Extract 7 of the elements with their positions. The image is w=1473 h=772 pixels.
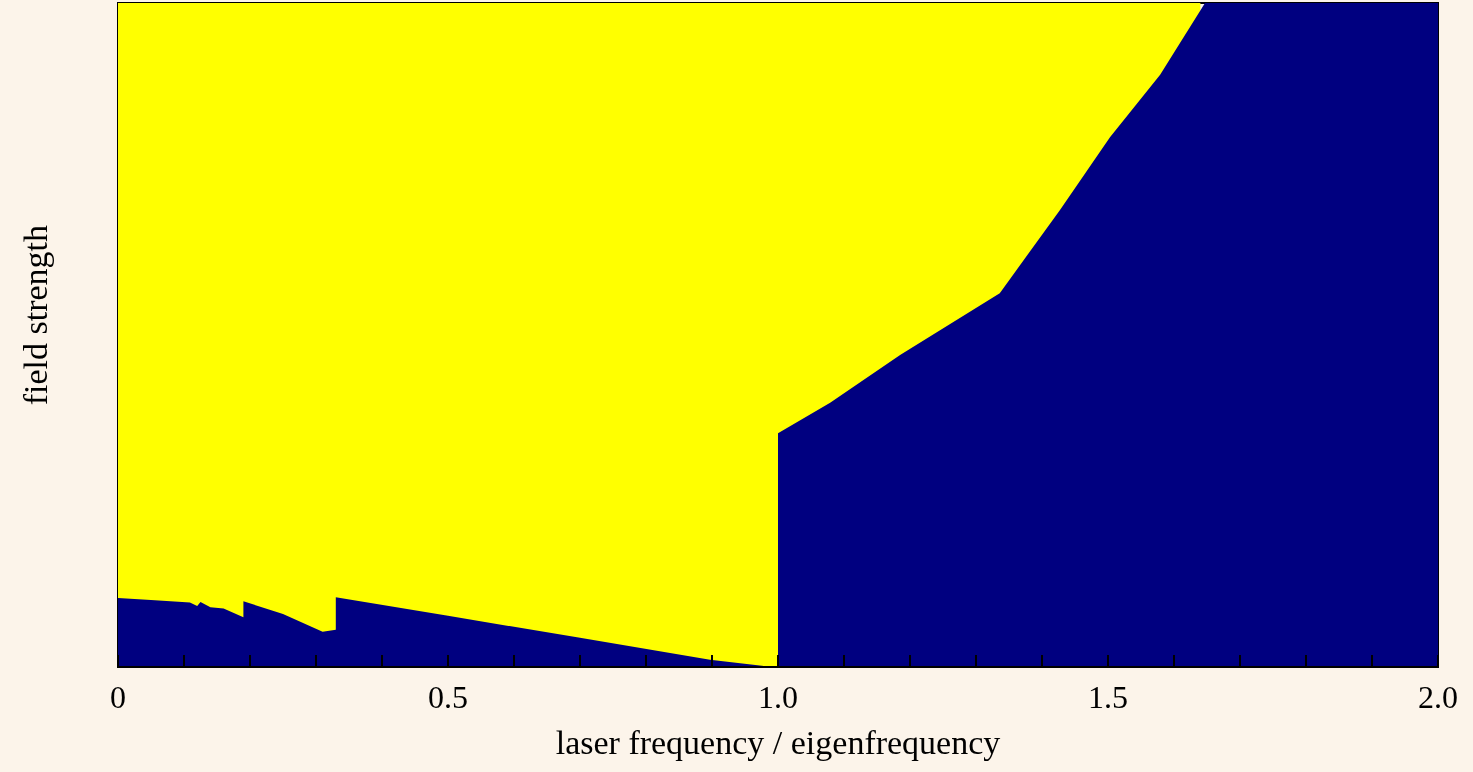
x-tick-label: 0.5 <box>428 679 468 715</box>
x-tick-label: 0 <box>110 679 126 715</box>
x-tick-label: 2.0 <box>1418 679 1458 715</box>
y-axis-title: field strength <box>16 225 54 406</box>
x-axis-title: laser frequency / eigenfrequency <box>555 723 1001 761</box>
x-tick-label: 1.0 <box>758 679 798 715</box>
x-tick-label: 1.5 <box>1088 679 1128 715</box>
